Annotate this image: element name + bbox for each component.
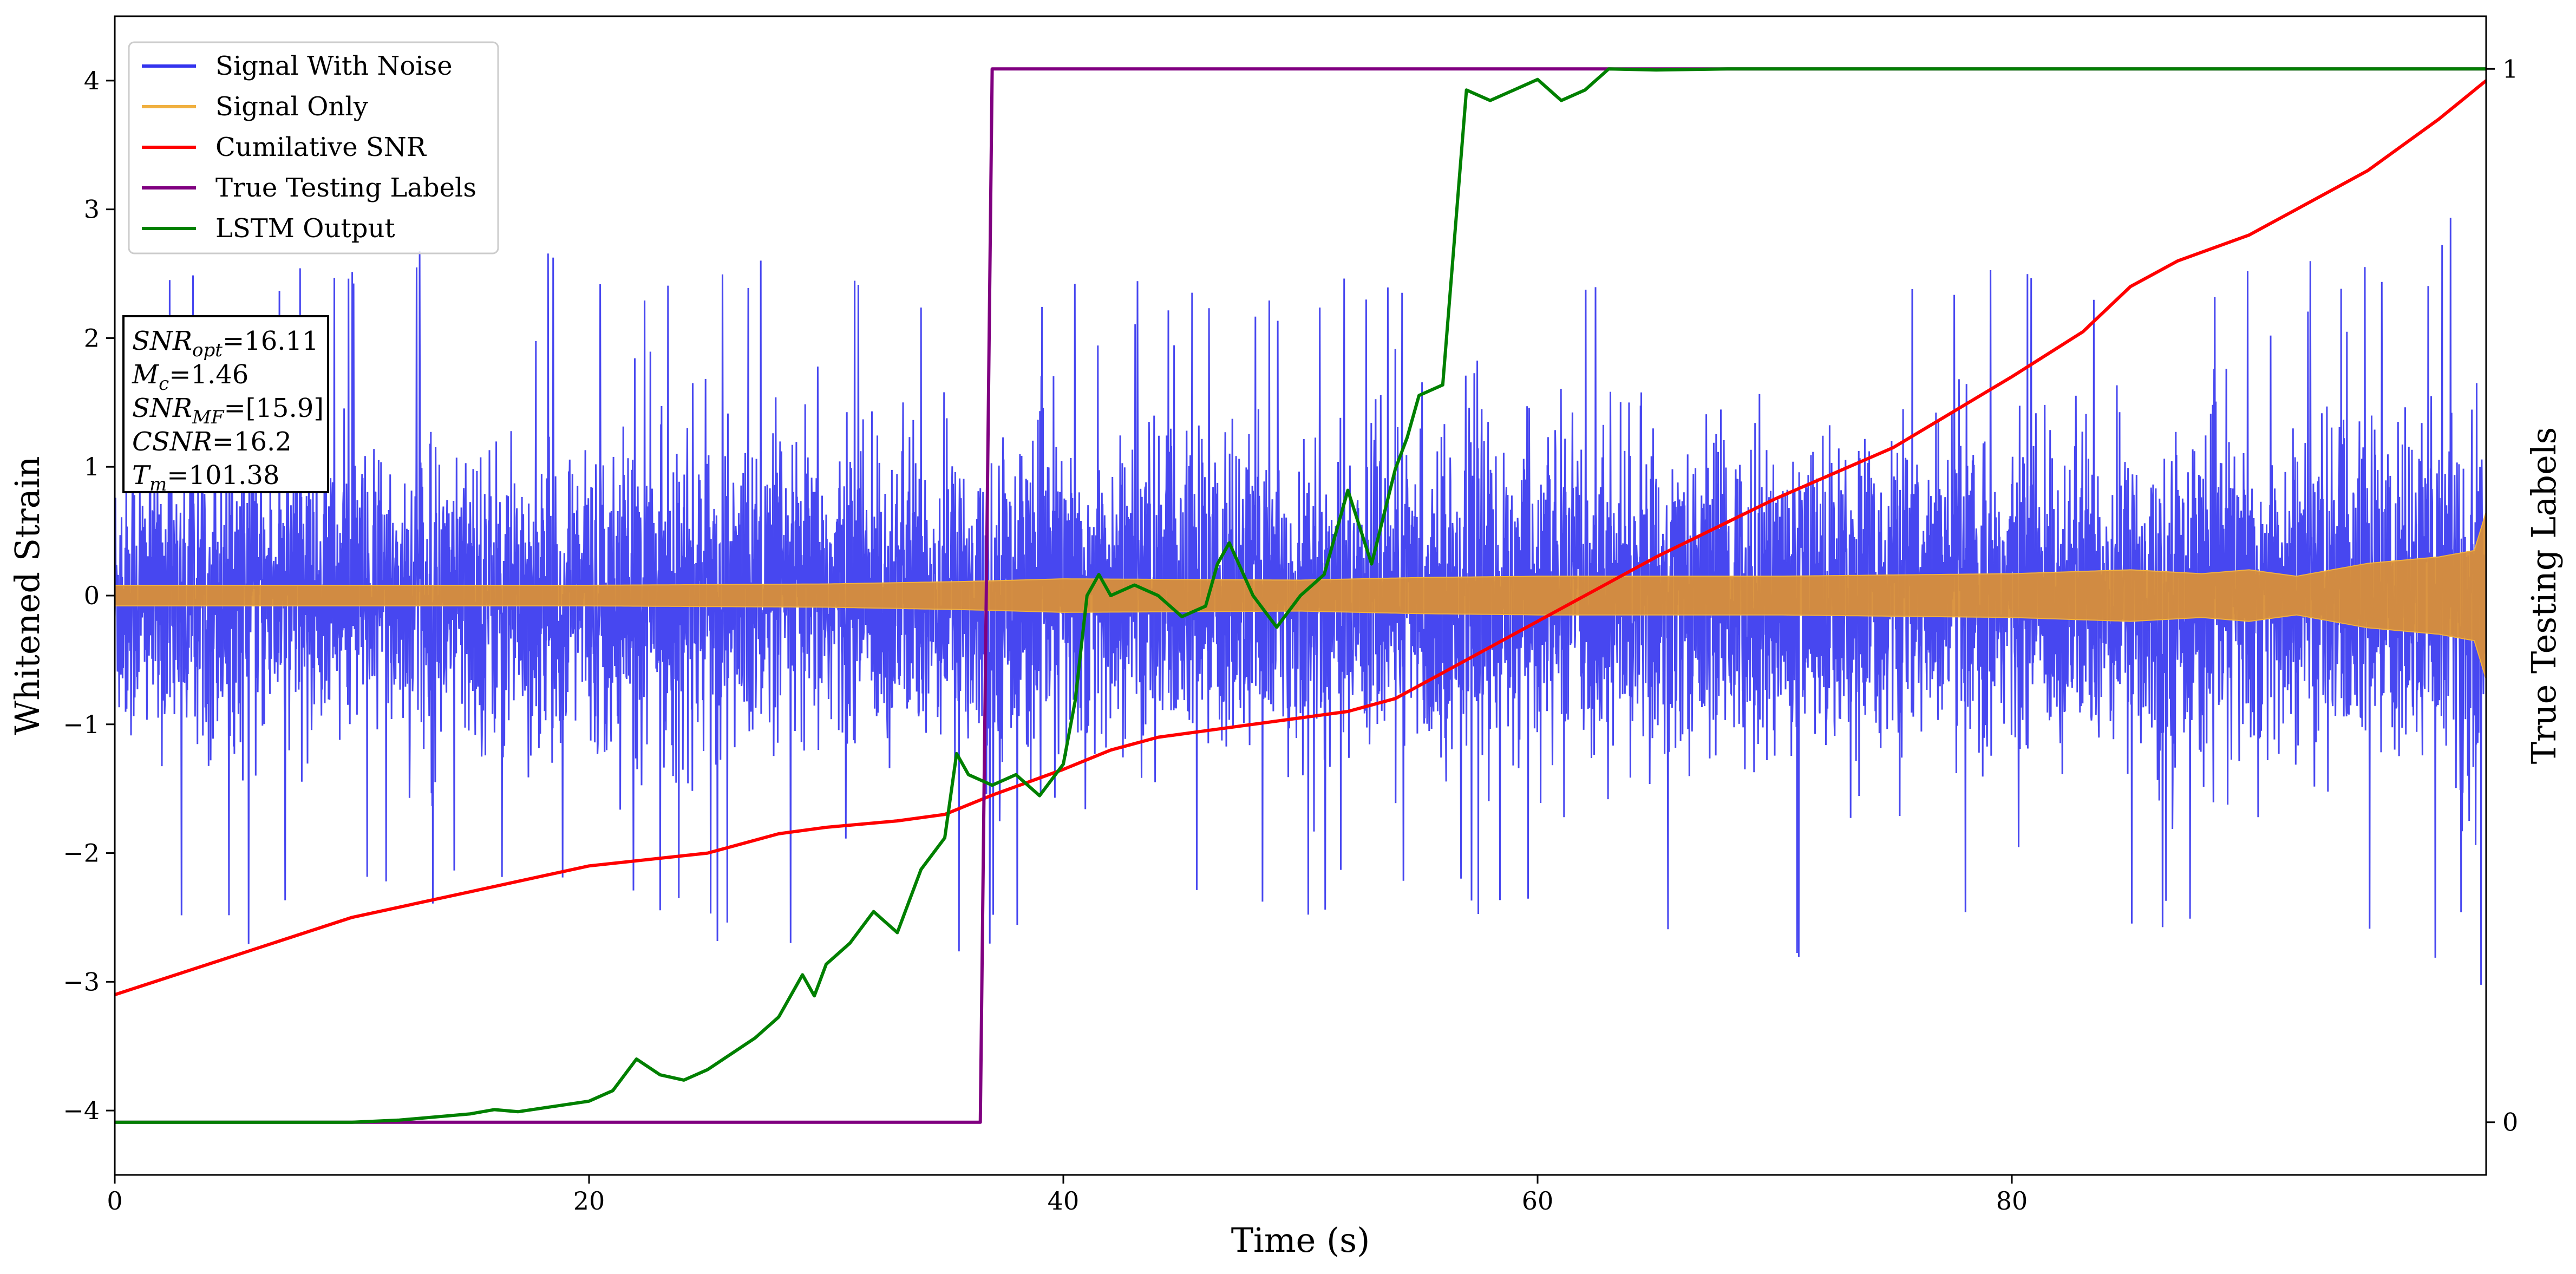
x-tick-label: 0 <box>107 1186 122 1216</box>
legend-label: Signal Only <box>215 92 368 122</box>
legend-item: Signal Only <box>142 92 368 122</box>
y-axis-left: −4 −3 −2 −1 0 1 2 3 4 <box>63 66 115 1125</box>
legend: Signal With Noise Signal Only Cumilative S… <box>128 41 499 254</box>
parameter-symbol: CSNR <box>132 427 212 457</box>
y-tick-label: 3 <box>84 195 100 224</box>
x-axis-label: Time (s) <box>1231 1220 1370 1260</box>
parameter-line: Tm=101.38 <box>132 460 279 495</box>
parameter-value: =[15.9] <box>224 393 324 423</box>
parameter-subscript: c <box>159 373 169 395</box>
y-axis-label: Whitened Strain <box>8 456 47 735</box>
y2-tick-label: 0 <box>2502 1108 2518 1137</box>
parameter-symbol: SNR <box>132 393 192 423</box>
y-tick-label: 4 <box>84 66 100 95</box>
y2-tick-label: 1 <box>2502 54 2518 83</box>
parameter-symbol: T <box>132 460 151 491</box>
y-tick-label: 0 <box>84 581 100 610</box>
x-tick-label: 20 <box>573 1186 605 1216</box>
y-tick-label: −4 <box>63 1096 100 1125</box>
parameter-symbol: SNR <box>132 326 192 356</box>
series-line <box>115 79 2486 996</box>
y-tick-label: 1 <box>84 452 100 481</box>
parameter-line: CSNR=16.2 <box>132 427 292 457</box>
y-tick-label: 2 <box>84 323 100 352</box>
x-tick-label: 60 <box>1522 1186 1554 1216</box>
series-layer <box>115 67 2486 1124</box>
x-tick-label: 80 <box>1996 1186 2028 1216</box>
parameter-box: SNRopt=16.11Mc=1.46SNRMF=[15.9]CSNR=16.2… <box>122 315 329 495</box>
parameter-subscript: MF <box>192 407 225 428</box>
legend-item: Cumilative SNR <box>142 132 427 162</box>
legend-label: True Testing Labels <box>215 173 476 203</box>
parameter-value: =101.38 <box>167 460 279 491</box>
legend-label: Signal With Noise <box>215 51 453 81</box>
y-tick-label: −2 <box>63 839 100 868</box>
parameter-subscript: m <box>149 474 167 495</box>
series-cumilative-snr <box>115 79 2486 996</box>
series-lstm-output <box>115 67 2486 1124</box>
legend-label: LSTM Output <box>215 213 395 244</box>
parameter-line: Mc=1.46 <box>132 360 249 395</box>
parameter-value: =1.46 <box>169 360 249 390</box>
parameter-symbol: M <box>132 360 160 390</box>
y-tick-label: −1 <box>63 710 100 739</box>
x-tick-label: 40 <box>1048 1186 1080 1216</box>
series-line <box>115 67 2486 1124</box>
parameter-subscript: opt <box>192 339 223 361</box>
y-axis-right: 01 <box>2486 54 2518 1137</box>
legend-item: LSTM Output <box>142 213 395 244</box>
x-axis: 0 20 40 60 80 <box>107 1175 2028 1216</box>
y-tick-label: −3 <box>63 967 100 996</box>
legend-label: Cumilative SNR <box>215 132 427 162</box>
y2-axis-label: True Testing Labels <box>2524 427 2564 765</box>
parameter-line: SNRopt=16.11 <box>132 326 319 361</box>
legend-item: True Testing Labels <box>142 173 476 203</box>
parameter-value: =16.11 <box>223 326 319 356</box>
legend-item: Signal With Noise <box>142 51 453 81</box>
legend-frame <box>128 41 499 254</box>
parameter-line: SNRMF=[15.9] <box>132 393 324 428</box>
parameter-box-frame <box>122 315 329 493</box>
parameter-value: =16.2 <box>212 427 292 457</box>
